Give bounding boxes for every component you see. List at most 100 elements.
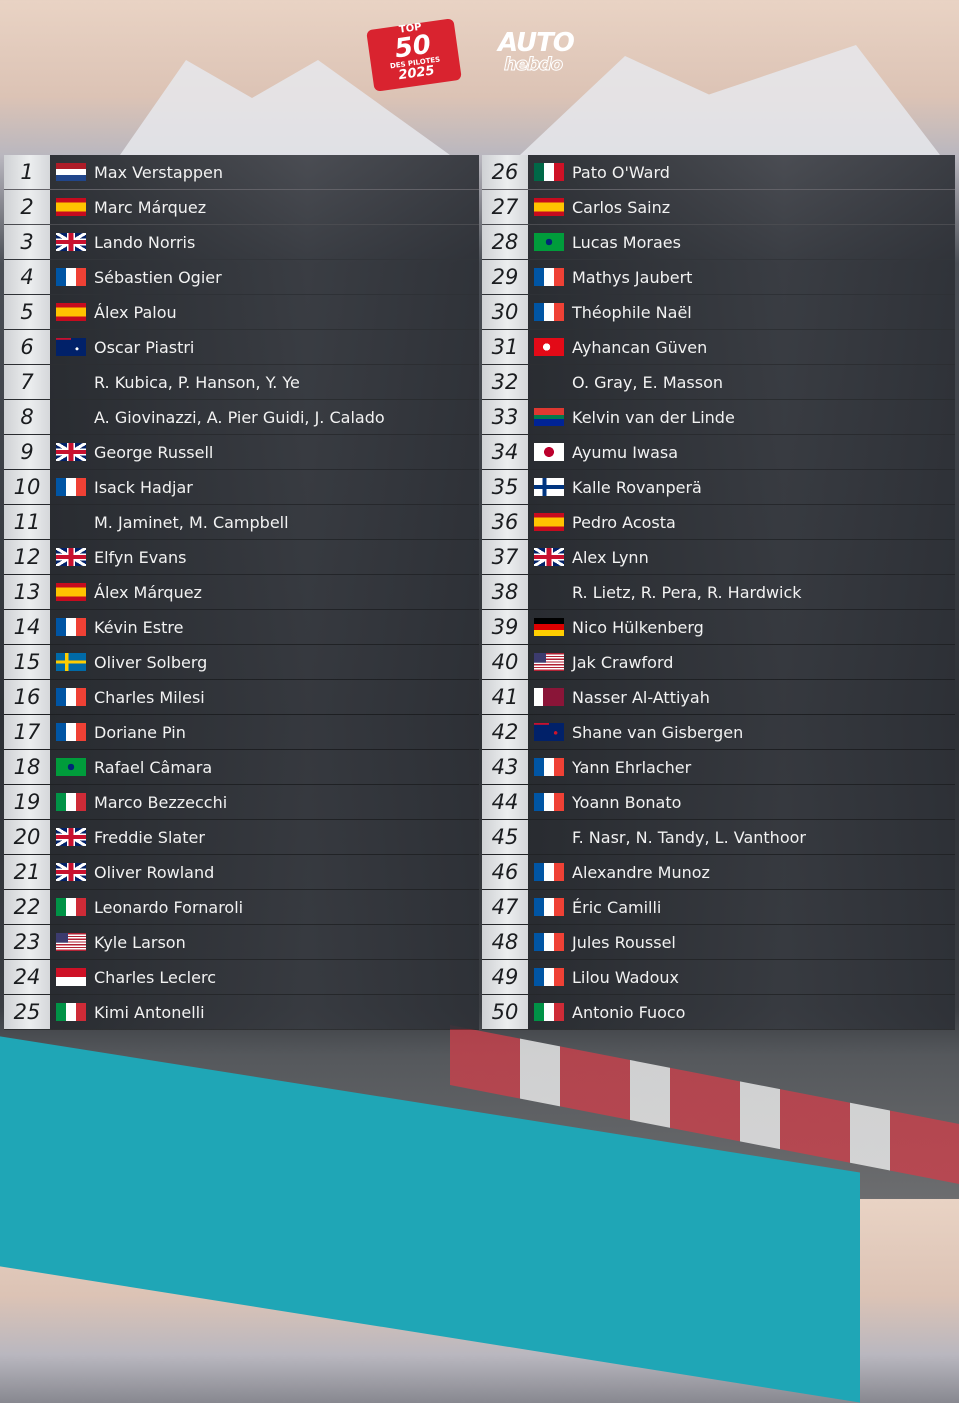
- driver-cell: Kyle Larson: [50, 925, 479, 959]
- driver-name: Kévin Estre: [94, 617, 184, 637]
- flag-us-icon: [534, 653, 564, 671]
- driver-cell: Freddie Slater: [50, 820, 479, 854]
- driver-cell: Kimi Antonelli: [50, 995, 479, 1029]
- driver-cell: George Russell: [50, 435, 479, 469]
- rank-number: 13: [4, 575, 50, 609]
- flag-de-icon: [534, 618, 564, 636]
- driver-cell: Oscar Piastri: [50, 330, 479, 364]
- driver-cell: Charles Milesi: [50, 680, 479, 714]
- flag-us-icon: [56, 933, 86, 951]
- rank-number: 23: [4, 925, 50, 959]
- flag-jp-icon: [534, 443, 564, 461]
- driver-name: Leonardo Fornaroli: [94, 897, 244, 917]
- flag-gb-icon: [56, 233, 86, 251]
- driver-name: Kelvin van der Linde: [572, 407, 735, 427]
- driver-name: Éric Camilli: [572, 897, 662, 917]
- ranking-row: 50 Antonio Fuoco: [482, 995, 955, 1030]
- rank-number: 1: [4, 155, 50, 189]
- ranking-row: 10 Isack Hadjar: [4, 470, 479, 505]
- driver-cell: Carlos Sainz: [528, 190, 955, 224]
- driver-name: Sébastien Ogier: [94, 267, 222, 287]
- driver-cell: Alexandre Munoz: [528, 855, 955, 889]
- driver-cell: Lando Norris: [50, 225, 479, 259]
- driver-cell: Nico Hülkenberg: [528, 610, 955, 644]
- ranking-row: 44 Yoann Bonato: [482, 785, 955, 820]
- rank-number: 33: [482, 400, 528, 434]
- driver-name: Marc Márquez: [94, 197, 207, 217]
- driver-name: Pedro Acosta: [572, 512, 676, 532]
- driver-name: Alex Lynn: [572, 547, 649, 567]
- driver-name: Isack Hadjar: [94, 477, 193, 497]
- driver-name: Kimi Antonelli: [94, 1002, 205, 1022]
- ranking-row: 27 Carlos Sainz: [482, 190, 955, 225]
- ranking-row: 39 Nico Hülkenberg: [482, 610, 955, 645]
- driver-cell: Nasser Al-Attiyah: [528, 680, 955, 714]
- driver-cell: Max Verstappen: [50, 155, 479, 189]
- rank-number: 21: [4, 855, 50, 889]
- ranking-row: 30 Théophile Naël: [482, 295, 955, 330]
- driver-cell: Antonio Fuoco: [528, 995, 955, 1029]
- no-flag-spacer: [534, 828, 564, 846]
- flag-es-icon: [56, 198, 86, 216]
- rank-number: 15: [4, 645, 50, 679]
- driver-cell: Kalle Rovanperä: [528, 470, 955, 504]
- rank-number: 25: [4, 995, 50, 1029]
- driver-name: Rafael Câmara: [94, 757, 213, 777]
- rank-number: 37: [482, 540, 528, 574]
- driver-name: R. Lietz, R. Pera, R. Hardwick: [572, 582, 802, 602]
- driver-name: R. Kubica, P. Hanson, Y. Ye: [94, 372, 300, 392]
- ranking-row: 14 Kévin Estre: [4, 610, 479, 645]
- ranking-row: 43 Yann Ehrlacher: [482, 750, 955, 785]
- rank-number: 42: [482, 715, 528, 749]
- driver-name: Kyle Larson: [94, 932, 186, 952]
- background-tent: [520, 45, 940, 155]
- rank-number: 34: [482, 435, 528, 469]
- driver-name: F. Nasr, N. Tandy, L. Vanthoor: [572, 827, 806, 847]
- flag-it-icon: [534, 1003, 564, 1021]
- flag-za-icon: [534, 408, 564, 426]
- ranking-row: 13 Álex Márquez: [4, 575, 479, 610]
- ranking-row: 22 Leonardo Fornaroli: [4, 890, 479, 925]
- flag-fr-icon: [534, 793, 564, 811]
- rank-number: 12: [4, 540, 50, 574]
- flag-es-icon: [56, 303, 86, 321]
- driver-cell: Doriane Pin: [50, 715, 479, 749]
- driver-cell: Isack Hadjar: [50, 470, 479, 504]
- rank-number: 40: [482, 645, 528, 679]
- ranking-row: 49 Lilou Wadoux: [482, 960, 955, 995]
- rank-number: 6: [4, 330, 50, 364]
- driver-name: Ayumu Iwasa: [572, 442, 679, 462]
- ranking-row: 42 Shane van Gisbergen: [482, 715, 955, 750]
- rank-number: 18: [4, 750, 50, 784]
- ranking-row: 26 Pato O'Ward: [482, 155, 955, 190]
- rank-number: 20: [4, 820, 50, 854]
- flag-se-icon: [56, 653, 86, 671]
- rank-number: 16: [4, 680, 50, 714]
- flag-fr-icon: [56, 688, 86, 706]
- ranking-row: 33 Kelvin van der Linde: [482, 400, 955, 435]
- no-flag-spacer: [534, 373, 564, 391]
- ranking-row: 36 Pedro Acosta: [482, 505, 955, 540]
- rank-number: 49: [482, 960, 528, 994]
- ranking-row: 32 O. Gray, E. Masson: [482, 365, 955, 400]
- driver-name: Freddie Slater: [94, 827, 205, 847]
- ranking-column-left: 1 Max Verstappen 2 Marc Márquez 3 Lando Norri…: [4, 155, 479, 1030]
- flag-it-icon: [56, 898, 86, 916]
- rank-number: 35: [482, 470, 528, 504]
- ranking-row: 38 R. Lietz, R. Pera, R. Hardwick: [482, 575, 955, 610]
- flag-fr-icon: [534, 968, 564, 986]
- driver-name: M. Jaminet, M. Campbell: [94, 512, 289, 532]
- ranking-row: 15 Oliver Solberg: [4, 645, 479, 680]
- flag-au-icon: [56, 338, 86, 356]
- driver-cell: Lucas Moraes: [528, 225, 955, 259]
- rank-number: 9: [4, 435, 50, 469]
- rank-number: 14: [4, 610, 50, 644]
- driver-cell: Álex Márquez: [50, 575, 479, 609]
- driver-name: Álex Palou: [94, 302, 177, 322]
- driver-name: Shane van Gisbergen: [572, 722, 744, 742]
- ranking-row: 7 R. Kubica, P. Hanson, Y. Ye: [4, 365, 479, 400]
- driver-cell: Jules Roussel: [528, 925, 955, 959]
- flag-fr-icon: [534, 863, 564, 881]
- flag-fr-icon: [56, 478, 86, 496]
- flag-gb-icon: [56, 443, 86, 461]
